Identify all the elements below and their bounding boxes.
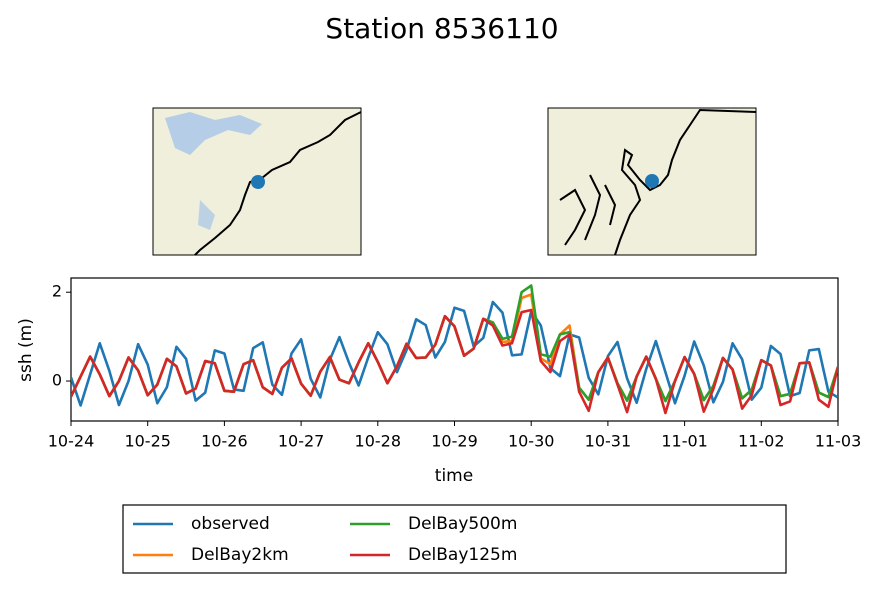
y-tick-label: 0 xyxy=(52,371,62,390)
chart-title: Station 8536110 xyxy=(325,12,558,45)
series-line xyxy=(71,308,838,415)
inset-map xyxy=(152,107,362,256)
x-tick-label: 10-27 xyxy=(278,432,325,451)
x-tick-label: 10-29 xyxy=(431,432,478,451)
plot-frame xyxy=(70,277,839,422)
x-tick-label: 10-25 xyxy=(124,432,171,451)
legend-box xyxy=(122,504,787,574)
x-tick-label: 11-03 xyxy=(815,432,862,451)
x-axis-label: time xyxy=(435,466,473,486)
legend-label: observed xyxy=(191,514,270,534)
x-tick-label: 11-01 xyxy=(661,432,708,451)
x-tick-label: 11-02 xyxy=(738,432,785,451)
x-tick-label: 10-26 xyxy=(201,432,248,451)
legend-label: DelBay500m xyxy=(408,514,517,534)
x-tick-label: 10-28 xyxy=(355,432,402,451)
legend-label: DelBay125m xyxy=(408,545,517,565)
x-tick-label: 10-24 xyxy=(48,432,95,451)
inset-map-zoom xyxy=(547,107,757,256)
x-tick-label: 10-30 xyxy=(508,432,555,451)
y-axis-label: ssh (m) xyxy=(16,318,36,382)
legend-label: DelBay2km xyxy=(191,545,289,565)
y-tick-label: 2 xyxy=(52,282,62,301)
x-tick-label: 10-31 xyxy=(585,432,632,451)
